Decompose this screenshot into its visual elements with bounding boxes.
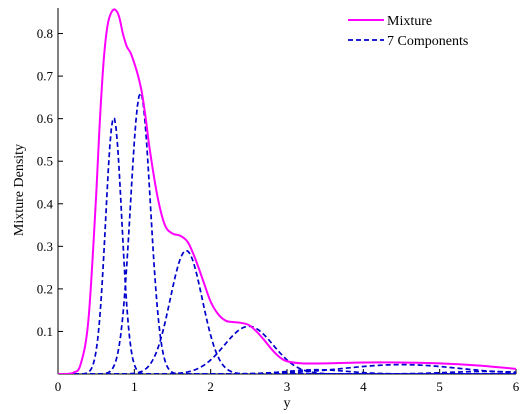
x-axis-label: y [284, 396, 291, 411]
y-tick-label-4: 0.5 [37, 154, 53, 169]
x-tick-label-5: 5 [436, 379, 443, 394]
component-curve-4 [58, 325, 516, 374]
mixture-curve [58, 8, 516, 374]
x-tick-label-2: 2 [207, 379, 214, 394]
axes: 0 1 2 3 4 5 6 0.1 0.2 0.3 0.4 0.5 0.6 0.7 0.8 [37, 8, 520, 394]
x-tick-label-4: 4 [360, 379, 367, 394]
y-tick-label-2: 0.3 [37, 239, 53, 254]
y-tick-label-7: 0.8 [37, 26, 53, 41]
series-layer [58, 8, 516, 374]
legend: Mixture 7 Components [348, 14, 468, 49]
y-tick-label-0: 0.1 [37, 324, 53, 339]
legend-label-2: 7 Components [387, 34, 468, 49]
y-tick-label-6: 0.7 [37, 69, 54, 84]
x-tick-label-0: 0 [55, 379, 62, 394]
component-curve-2 [58, 91, 516, 374]
y-tick-label-3: 0.4 [37, 196, 54, 211]
y-axis-label: Mixture Density [12, 144, 27, 236]
x-tick-label-6: 6 [513, 379, 520, 394]
x-tick-label-1: 1 [131, 379, 138, 394]
component-curve-1 [58, 117, 516, 374]
y-tick-label-1: 0.2 [37, 281, 53, 296]
y-tick-label-5: 0.6 [37, 111, 54, 126]
x-tick-label-3: 3 [284, 379, 291, 394]
legend-label-1: Mixture [387, 14, 432, 29]
